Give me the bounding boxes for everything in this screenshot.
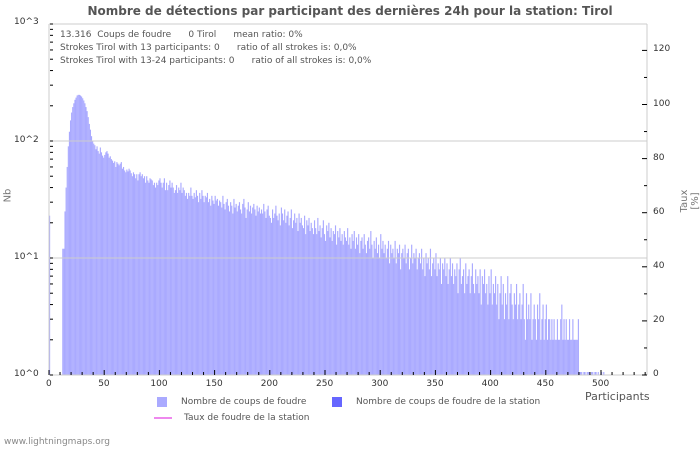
info-line-2: Strokes Tirol with 13 participants: 0 ra…: [60, 43, 357, 53]
y-tick-1000: 10^3: [14, 17, 39, 27]
x-axis-label: Participants: [585, 390, 650, 403]
legend-item-station-strokes: Nombre de coups de foudre de la station: [332, 397, 540, 407]
legend-label: Nombre de coups de foudre de la station: [356, 397, 541, 407]
x-tick-500: 500: [592, 379, 610, 389]
y-right-tick-120: 120: [653, 44, 671, 55]
y-right-tick-80: 80: [653, 152, 665, 163]
y-right-tick-60: 60: [653, 206, 665, 217]
y-axis-label-right: Taux [%]: [679, 189, 700, 213]
gridlines: [49, 140, 647, 259]
y-axis-label-left: Nb: [2, 188, 14, 203]
x-tick-300: 300: [371, 379, 389, 389]
axes: [48, 23, 648, 376]
x-tick-250: 250: [316, 379, 334, 389]
legend-label: Nombre de coups de foudre: [181, 397, 307, 407]
info-line-3: Strokes Tirol with 13-24 participants: 0…: [60, 56, 372, 66]
y-right-tick-20: 20: [653, 314, 665, 325]
x-tick-100: 100: [150, 379, 168, 389]
bar-series: [49, 94, 605, 376]
info-line-1: 13.316 Coups de foudre 0 Tirol mean rati…: [60, 30, 303, 40]
x-tick-350: 350: [426, 379, 444, 389]
x-tick-400: 400: [481, 379, 499, 389]
x-tick-150: 150: [205, 379, 223, 389]
y-right-tick-100: 100: [653, 98, 671, 109]
x-tick-200: 200: [260, 379, 278, 389]
x-tick-450: 450: [536, 379, 554, 389]
x-tick-50: 50: [98, 379, 110, 389]
y-tick-10: 10^1: [14, 252, 39, 262]
y-right-tick-0: 0: [653, 369, 659, 379]
legend-label: Taux de foudre de la station: [184, 413, 310, 423]
legend-line-ratio: [154, 417, 172, 419]
legend-item-strokes: Nombre de coups de foudre: [157, 397, 306, 407]
footer-link[interactable]: www.lightningmaps.org: [4, 437, 110, 447]
y-tick-100: 10^2: [14, 135, 39, 145]
legend-item-ratio: Taux de foudre de la station: [154, 413, 309, 423]
legend-swatch-strokes: [157, 397, 167, 407]
x-tick-0: 0: [46, 379, 52, 389]
chart-title: Nombre de détections par participant des…: [87, 4, 613, 18]
y-right-tick-40: 40: [653, 260, 665, 271]
y-tick-1: 10^0: [14, 369, 39, 379]
legend-swatch-station: [332, 397, 342, 407]
